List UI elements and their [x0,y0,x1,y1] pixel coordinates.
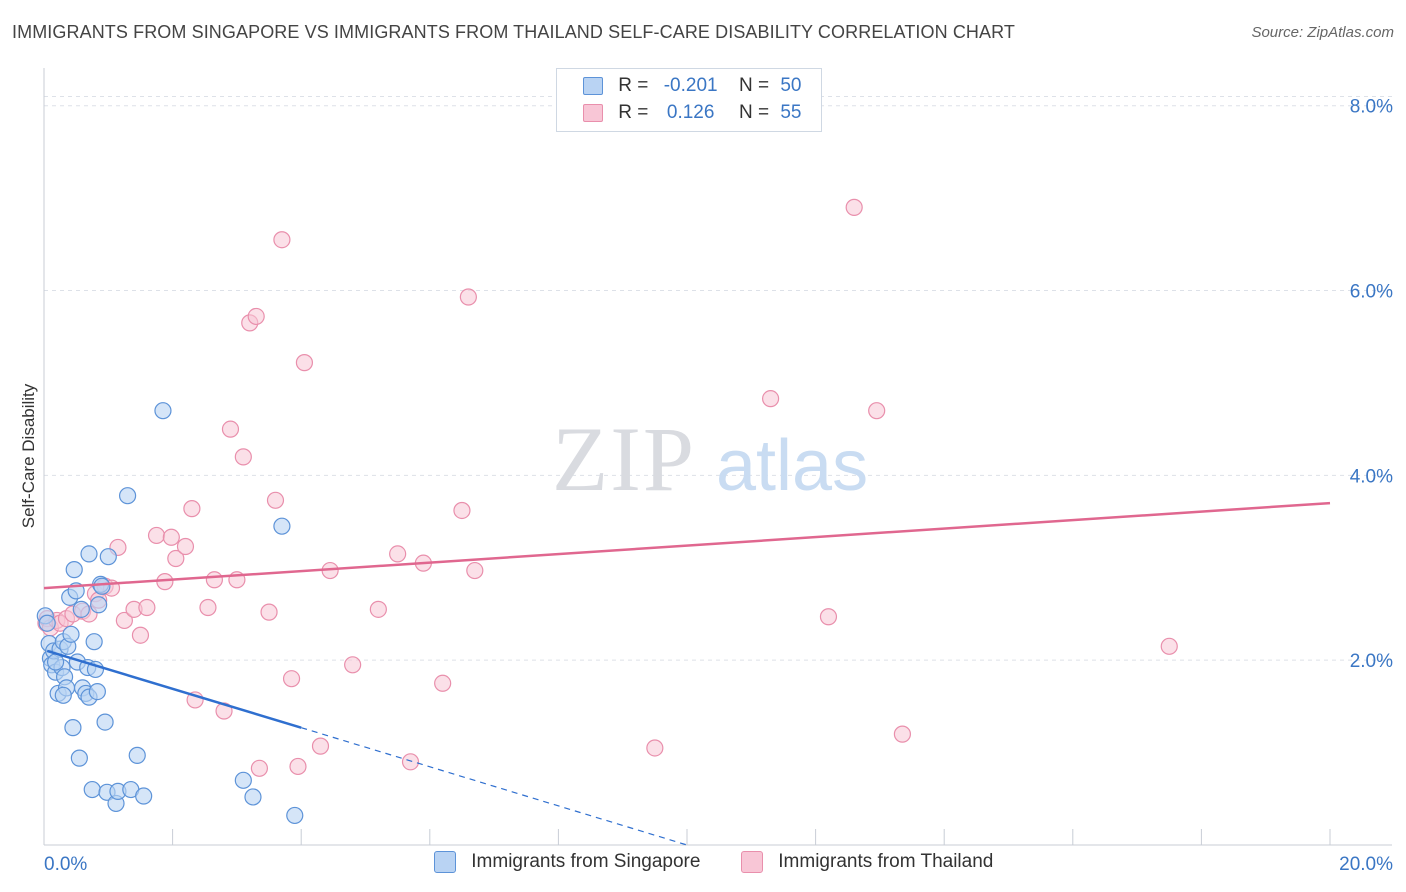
data-point-singapore [273,517,291,535]
series-singapore [36,402,304,825]
legend-n-value-thailand: 55 [780,102,802,123]
data-point-singapore [286,806,304,825]
y-tick-label: 6.0% [1350,282,1393,303]
data-point-thailand [115,611,133,630]
data-point-singapore [154,402,172,420]
y-tick-label: 2.0% [1350,651,1393,672]
watermark-atlas: atlas [716,426,868,506]
bottom-legend-label-singapore: Immigrants from Singapore [471,851,701,872]
data-point-thailand [234,448,252,466]
legend-row-thailand: R = 0.126 N = 55 [583,102,801,128]
watermark: ZIP atlas [552,408,868,510]
x-tick-label: 0.0% [44,854,87,875]
data-point-singapore [128,746,146,764]
data-point-thailand [167,549,185,568]
bottom-legend-label-thailand: Immigrants from Thailand [778,851,994,872]
data-point-singapore [93,577,111,595]
axes [43,68,1392,846]
data-point-singapore [96,713,114,731]
legend-r-value-thailand: 0.126 [666,102,715,123]
data-point-thailand [868,402,886,420]
data-point-thailand [183,500,201,518]
data-point-thailand [221,420,240,438]
bottom-legend-swatch-thailand [741,851,763,873]
data-point-thailand [215,702,233,720]
legend-n-label: N = [738,75,770,96]
y-tick-label: 8.0% [1350,97,1393,118]
data-point-thailand [282,670,301,688]
data-point-singapore [70,749,88,767]
data-point-thailand [389,545,407,563]
data-point-thailand [147,526,166,545]
data-point-singapore [118,487,137,505]
trendline-singapore [46,649,302,729]
data-point-thailand [250,759,269,777]
source-credit: Source: ZipAtlas.com [1251,24,1394,41]
x-tick-label: 20.0% [1339,854,1393,875]
data-point-thailand [176,537,195,556]
data-point-singapore [54,686,72,704]
data-point-singapore [85,633,103,651]
data-point-thailand [260,603,278,621]
data-point-singapore [62,625,80,643]
data-point-thailand [266,491,285,509]
data-point-thailand [295,354,314,372]
legend-r-label: R = [618,75,649,96]
data-point-thailand [819,608,838,626]
data-point-thailand [459,288,477,306]
data-point-thailand [162,528,180,546]
data-point-thailand [401,753,420,771]
data-point-thailand [344,656,362,674]
data-point-singapore [244,788,262,806]
trendline-singapore-extension [301,727,688,846]
bottom-legend-thailand[interactable]: Immigrants from Thailand [741,851,993,873]
data-point-singapore [90,596,108,614]
legend-swatch-singapore [583,77,603,95]
data-point-thailand [893,725,912,743]
legend-row-singapore: R = -0.201 N = 50 [583,75,801,101]
data-point-thailand [646,739,664,757]
data-point-thailand [1160,637,1178,655]
legend-r-value-singapore: -0.201 [663,75,718,96]
data-point-thailand [131,626,150,644]
trendlines [43,501,1331,846]
legend-n-value-singapore: 50 [780,75,802,96]
data-point-singapore [99,548,117,566]
data-point-thailand [369,600,387,618]
tick-labels: 2.0% 4.0% 6.0% 8.0% 0.0% 20.0% [44,97,1393,875]
data-point-thailand [761,390,780,408]
watermark-zip: ZIP [552,408,696,510]
correlation-legend: R = -0.201 N = 50 R = 0.126 N = 55 [556,68,822,132]
data-point-thailand [199,598,217,617]
data-point-thailand [138,598,156,617]
chart-title: IMMIGRANTS FROM SINGAPORE VS IMMIGRANTS … [12,22,1015,42]
data-point-thailand [466,561,484,580]
y-axis-label: Self-Care Disability [19,383,38,528]
data-point-singapore [65,561,83,579]
data-point-singapore [83,780,101,799]
data-point-singapore [88,682,106,701]
data-point-thailand [273,231,291,249]
data-point-singapore [234,771,252,789]
data-point-thailand [289,757,307,776]
data-point-singapore [64,719,82,737]
bottom-legend-swatch-singapore [434,851,456,873]
y-tick-label: 4.0% [1350,466,1393,487]
legend-swatch-thailand [583,104,603,122]
data-point-thailand [434,674,452,692]
legend-n-label: N = [738,102,770,123]
data-point-singapore [72,600,90,618]
data-point-thailand [453,501,471,520]
data-point-thailand [205,571,223,589]
data-point-thailand [247,307,265,326]
data-point-thailand [311,737,330,755]
data-point-singapore [38,614,56,632]
bottom-legend-singapore[interactable]: Immigrants from Singapore [434,851,700,873]
data-point-singapore [135,787,153,805]
legend-r-label: R = [618,102,649,123]
data-point-thailand [845,198,863,216]
data-point-singapore [80,545,98,563]
trendline-thailand [43,501,1331,590]
